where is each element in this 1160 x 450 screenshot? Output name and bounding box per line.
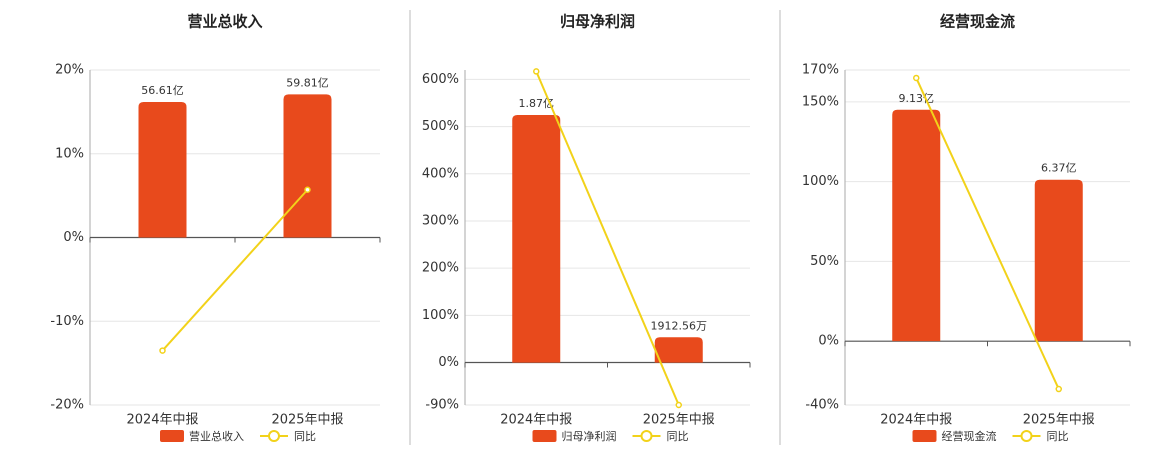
y-tick-label: 600% xyxy=(422,72,459,87)
value-label: 1.87亿 xyxy=(519,97,555,110)
chart-title: 经营现金流 xyxy=(940,13,1015,31)
x-tick-label: 2025年中报 xyxy=(643,413,715,428)
bar xyxy=(1034,179,1083,342)
bar xyxy=(283,94,332,238)
y-tick-label: 150% xyxy=(802,94,839,109)
y-tick-label: 300% xyxy=(422,213,459,228)
bar xyxy=(654,337,703,363)
point xyxy=(675,401,682,409)
y-tick-label: 0% xyxy=(63,230,84,245)
legend-swatch xyxy=(160,430,184,442)
y-tick-label: 50% xyxy=(810,254,839,269)
point xyxy=(533,68,540,75)
legend-swatch xyxy=(1020,430,1033,442)
y-tick-label: -90% xyxy=(425,398,459,413)
x-tick-label: 2025年中报 xyxy=(1023,413,1095,428)
y-tick-label: 20% xyxy=(55,63,84,78)
point xyxy=(1055,385,1062,393)
chart-title: 归母净利润 xyxy=(560,13,635,31)
line xyxy=(535,71,680,406)
y-tick-label: 0% xyxy=(438,355,459,370)
legend-label: 归母净利润 xyxy=(562,429,617,443)
bar xyxy=(512,115,561,363)
point xyxy=(913,74,920,82)
chart-title: 营业总收入 xyxy=(187,13,262,31)
legend-swatch xyxy=(268,430,280,442)
value-label: 1912.56万 xyxy=(651,319,708,332)
bar xyxy=(138,102,187,238)
legend-swatch xyxy=(532,430,557,442)
x-tick-label: 2024年中报 xyxy=(500,413,572,428)
point xyxy=(304,186,311,194)
bar xyxy=(892,109,941,342)
y-tick-label: -20% xyxy=(50,398,84,413)
point xyxy=(159,347,166,354)
value-label: 56.61亿 xyxy=(141,84,184,97)
y-tick-label: 0% xyxy=(818,334,839,349)
y-tick-label: 200% xyxy=(422,261,459,276)
line xyxy=(915,77,1060,390)
y-tick-label: 400% xyxy=(422,166,459,181)
y-tick-label: 10% xyxy=(55,146,84,161)
y-tick-label: 170% xyxy=(802,63,839,78)
y-tick-label: -40% xyxy=(805,398,839,413)
legend-label: 经营现金流 xyxy=(942,429,997,443)
legend-swatch xyxy=(640,430,653,442)
x-tick-label: 2025年中报 xyxy=(271,413,343,428)
legend-label: 同比 xyxy=(667,430,689,443)
y-tick-label: 100% xyxy=(802,174,839,189)
line xyxy=(161,189,309,352)
y-tick-label: 100% xyxy=(422,308,459,323)
value-label: 59.81亿 xyxy=(286,76,329,89)
value-label: 6.37亿 xyxy=(1041,162,1077,175)
legend-label: 营业总收入 xyxy=(189,429,244,443)
legend-label: 同比 xyxy=(1047,430,1069,443)
x-tick-label: 2024年中报 xyxy=(126,413,198,428)
x-tick-label: 2024年中报 xyxy=(880,413,952,428)
y-tick-label: 500% xyxy=(422,119,459,134)
legend-swatch xyxy=(912,430,937,442)
legend-label: 同比 xyxy=(294,430,316,443)
y-tick-label: -10% xyxy=(50,314,84,329)
